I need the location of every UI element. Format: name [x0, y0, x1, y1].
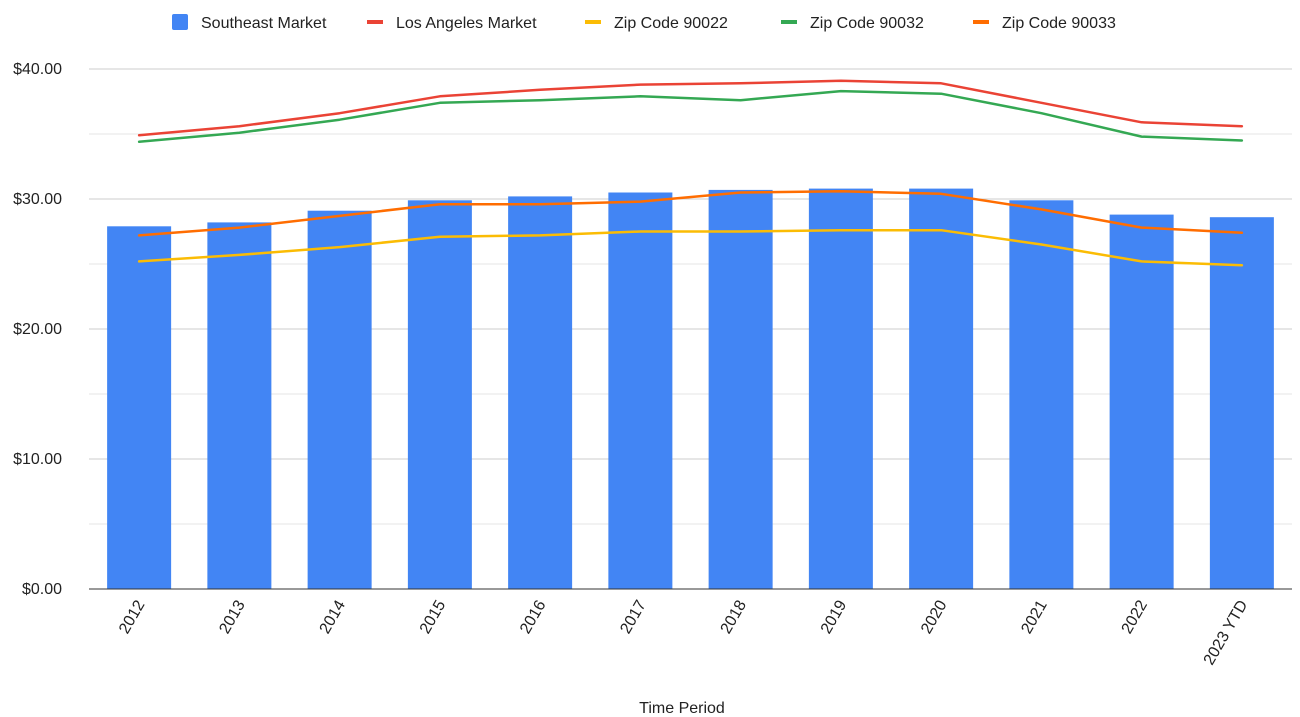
x-tick-label: 2017	[617, 597, 650, 636]
legend-label: Zip Code 90032	[810, 15, 924, 32]
legend-swatch	[367, 20, 383, 24]
x-tick-label: 2015	[417, 597, 450, 636]
legend-item-zip-code-90033: Zip Code 90033	[973, 15, 1116, 32]
bar-2017	[608, 192, 673, 589]
x-axis-tick-labels: 2012 2013 2014 2015 2016 2017 2018 2019 2020 2021…	[116, 597, 1251, 668]
legend-label: Zip Code 90022	[614, 15, 728, 32]
bar-2019	[808, 188, 873, 589]
x-tick-label: 2016	[517, 597, 550, 636]
y-axis-tick-labels: $0.00 $10.00 $20.00 $30.00 $40.00	[13, 61, 62, 598]
legend-label: Los Angeles Market	[396, 15, 537, 32]
bar-2018	[708, 189, 773, 589]
x-tick-label: 2021	[1018, 597, 1051, 636]
legend-swatch	[973, 20, 989, 24]
line-los-angeles-market	[137, 79, 1244, 137]
bar-2013	[207, 222, 272, 589]
bar-2021	[1009, 200, 1074, 590]
x-tick-label: 2014	[317, 597, 350, 636]
bar-2012	[107, 226, 172, 590]
x-tick-label: 2018	[718, 597, 751, 636]
legend-item-zip-code-90032: Zip Code 90032	[781, 15, 924, 32]
x-tick-label: 2020	[918, 597, 951, 636]
legend-swatch	[781, 20, 797, 24]
x-tick-label: 2012	[116, 597, 149, 636]
line-series-group	[137, 79, 1244, 267]
bar-2022	[1109, 214, 1174, 589]
bar-2023-ytd	[1209, 217, 1274, 589]
bar-2014	[307, 210, 372, 589]
legend-swatch	[172, 14, 188, 30]
x-tick-label: 2023 YTD	[1201, 598, 1252, 669]
legend-item-zip-code-90022: Zip Code 90022	[585, 15, 728, 32]
legend-item-los-angeles-market: Los Angeles Market	[367, 15, 537, 32]
y-tick-label: $0.00	[22, 581, 62, 598]
line-zip-code-90033	[137, 189, 1244, 237]
bar-series	[107, 188, 1274, 590]
y-tick-label: $20.00	[13, 321, 62, 338]
y-tick-label: $40.00	[13, 61, 62, 78]
legend-label: Southeast Market	[201, 15, 327, 32]
legend-item-southeast-market: Southeast Market	[172, 14, 327, 32]
x-tick-label: 2019	[818, 597, 851, 636]
x-tick-label: 2013	[216, 597, 249, 636]
gridlines	[89, 68, 1292, 525]
bar-2020	[909, 188, 974, 589]
y-tick-label: $10.00	[13, 451, 62, 468]
legend: Southeast Market Los Angeles Market Zip Co…	[172, 14, 1116, 32]
y-tick-label: $30.00	[13, 191, 62, 208]
x-tick-label: 2022	[1119, 597, 1152, 636]
bar-2015	[407, 200, 472, 590]
line-zip-code-90032	[137, 89, 1244, 144]
bar-2016	[508, 196, 573, 589]
legend-label: Zip Code 90033	[1002, 15, 1116, 32]
x-axis-title: Time Period	[639, 700, 725, 717]
line-zip-code-90022	[137, 228, 1244, 267]
legend-swatch	[585, 20, 601, 24]
